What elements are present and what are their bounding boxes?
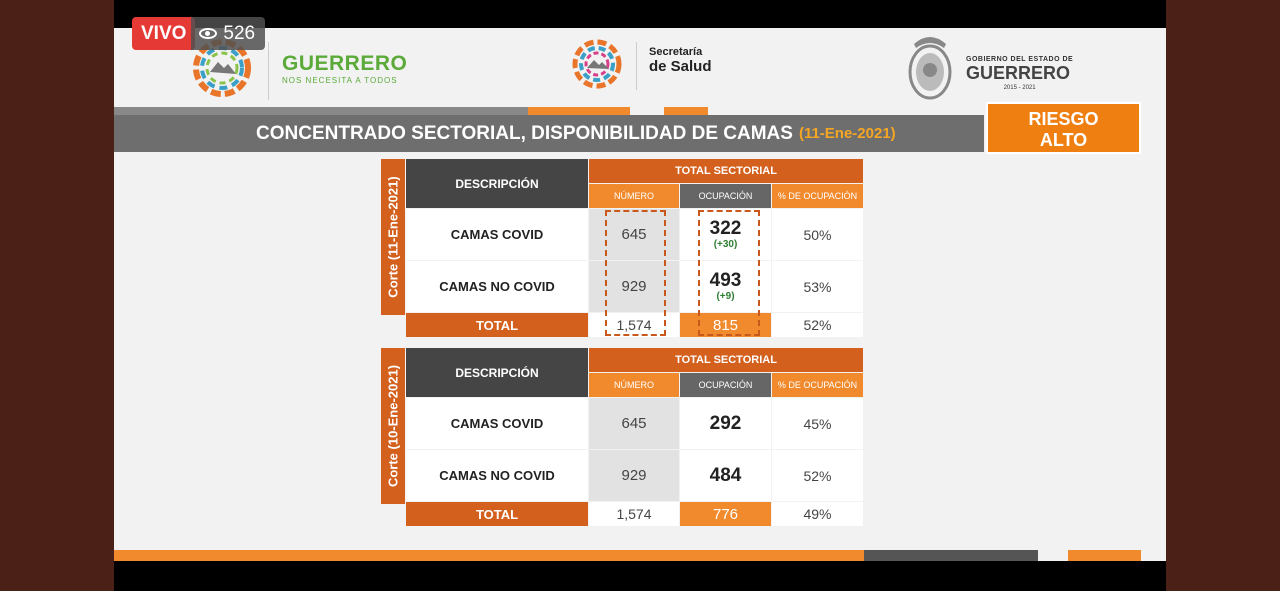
row-label: CAMAS COVID (406, 398, 588, 449)
page-title: CONCENTRADO SECTORIAL, DISPONIBILIDAD DE… (256, 122, 793, 144)
row-pct: 50% (772, 209, 863, 260)
divider (268, 42, 269, 100)
ocupacion-change: (+30) (713, 239, 738, 250)
total-pct: 52% (772, 313, 863, 337)
total-pct: 49% (772, 502, 863, 526)
gobierno-line1: GOBIERNO DEL ESTADO DE (966, 56, 1074, 63)
row-label: CAMAS COVID (406, 209, 588, 260)
group-header: TOTAL SECTORIAL (589, 348, 863, 372)
ocupacion-value: 493 (709, 270, 742, 291)
right-background-border (1166, 0, 1280, 591)
row-numero: 929 (589, 450, 679, 501)
corte-label: Corte (10-Ene-2021) (385, 364, 401, 488)
video-top-bar (114, 0, 1166, 28)
viewer-count: 526 (191, 17, 266, 50)
risk-line2: ALTO (1039, 130, 1088, 150)
row-label: CAMAS NO COVID (406, 450, 588, 501)
row-pct: 45% (772, 398, 863, 449)
left-background-border (0, 0, 114, 591)
row-ocupacion: 484 (680, 450, 771, 501)
col-ocupacion: OCUPACIÓN (680, 184, 771, 208)
row-ocupacion: 292 (680, 398, 771, 449)
corte-label-box: Corte (10-Ene-2021) (381, 348, 405, 504)
gobierno-line2: GUERRERO (966, 63, 1071, 83)
col-pct: % DE OCUPACIÓN (772, 373, 863, 397)
col-ocupacion: OCUPACIÓN (680, 373, 771, 397)
footer-stripe (114, 550, 864, 561)
ocupacion-value: 322 (709, 218, 742, 239)
col-numero: NÚMERO (589, 184, 679, 208)
risk-line1: RIESGO (1028, 109, 1099, 129)
highlight-ocupacion-box (698, 210, 760, 336)
gobierno-years: 2015 - 2021 (1003, 85, 1036, 91)
footer-stripe (864, 550, 1038, 561)
secretaria-salud: Secretaría de Salud (649, 46, 712, 75)
brand-tagline: NOS NECESITA A TODOS (282, 76, 398, 85)
divider (636, 42, 637, 90)
table-corte-11-ene: Corte (11-Ene-2021) DESCRIPCIÓN TOTAL SE… (381, 159, 864, 339)
group-header: TOTAL SECTORIAL (589, 159, 863, 183)
highlight-numero-box (605, 210, 666, 336)
row-numero: 645 (589, 398, 679, 449)
presentation-slide: GUERRERO NOS NECESITA A TODOS Secretaría… (114, 28, 1166, 561)
total-numero: 1,574 (589, 502, 679, 526)
total-ocupacion: 776 (680, 502, 771, 526)
total-label: TOTAL (406, 502, 588, 526)
corte-label-box: Corte (11-Ene-2021) (381, 159, 405, 315)
risk-badge: RIESGO ALTO (986, 102, 1141, 154)
ocupacion-value: 292 (709, 412, 742, 434)
total-label: TOTAL (406, 313, 588, 337)
row-ocupacion: 322 (+30) (680, 209, 771, 260)
brand-name: GUERRERO (282, 52, 408, 75)
secretaria-line1: Secretaría (649, 46, 703, 58)
col-numero: NÚMERO (589, 373, 679, 397)
header-stripe (528, 107, 630, 115)
desc-header: DESCRIPCIÓN (406, 348, 588, 397)
header-stripe (664, 107, 708, 115)
title-bar: CONCENTRADO SECTORIAL, DISPONIBILIDAD DE… (114, 115, 984, 152)
corte-label: Corte (11-Ene-2021) (385, 176, 401, 298)
col-pct: % DE OCUPACIÓN (772, 184, 863, 208)
table-corte-10-ene: Corte (10-Ene-2021) DESCRIPCIÓN TOTAL SE… (381, 348, 864, 528)
live-badge: VIVO (132, 17, 196, 50)
row-ocupacion: 493 (+9) (680, 261, 771, 312)
ocupacion-value: 484 (709, 464, 742, 486)
eye-icon (199, 28, 218, 39)
ocupacion-change: (+9) (716, 291, 735, 302)
video-bottom-bar (114, 561, 1166, 591)
gobierno-guerrero: GOBIERNO DEL ESTADO DE GUERRERO 2015 - 2… (966, 56, 1073, 91)
guerrero-brand: GUERRERO NOS NECESITA A TODOS (282, 52, 407, 85)
total-ocupacion: 815 (680, 313, 771, 337)
header-stripe (114, 107, 528, 115)
secretaria-line2: de Salud (649, 58, 712, 75)
row-pct: 52% (772, 450, 863, 501)
row-pct: 53% (772, 261, 863, 312)
live-indicator: VIVO 526 (132, 17, 266, 50)
footer-stripe (1068, 550, 1141, 561)
row-label: CAMAS NO COVID (406, 261, 588, 312)
title-date: (11-Ene-2021) (798, 125, 896, 142)
salud-logo-icon (572, 39, 622, 89)
viewer-count-value: 526 (223, 22, 256, 44)
desc-header: DESCRIPCIÓN (406, 159, 588, 208)
state-seal-icon (908, 37, 952, 100)
